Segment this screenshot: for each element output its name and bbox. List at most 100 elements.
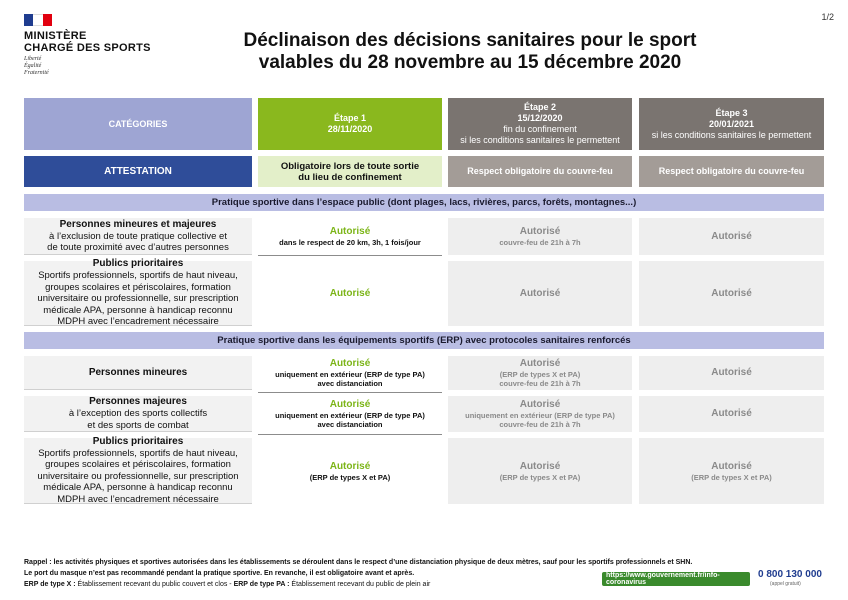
- s1-row1-label: Personnes mineures et majeures à l’exclu…: [24, 218, 252, 255]
- s2-row2-title: Personnes majeures: [89, 396, 187, 407]
- s2-row1-e2-status: Autorisé: [519, 358, 561, 369]
- s2-row3-etape3: Autorisé (ERP de types X et PA): [639, 438, 824, 504]
- s2-row1-e3-status: Autorisé: [711, 367, 752, 378]
- etape3-line1: si les conditions sanitaires le permette…: [651, 129, 812, 140]
- attestation-label: ATTESTATION: [24, 156, 252, 187]
- row-divider: [258, 392, 442, 393]
- s2-row2-e2-status: Autorisé: [519, 399, 561, 410]
- erp-pa-label: ERP de type PA :: [233, 581, 290, 588]
- s1-row2-e1-status: Autorisé: [329, 287, 371, 299]
- attestation-etape3: Respect obligatoire du couvre-feu: [639, 156, 824, 187]
- s1-row2-e2-status: Autorisé: [519, 287, 561, 299]
- s2-row2-etape1: Autorisé uniquement en extérieur (ERP de…: [258, 396, 442, 432]
- hotline-number: 0 800 130 000: [758, 569, 822, 580]
- s1-row2-desc2: groupes scolaires et périscolaires, form…: [45, 281, 231, 293]
- erp-x-label: ERP de type X :: [24, 581, 76, 588]
- s2-row2-desc2: et des sports de combat: [87, 419, 189, 431]
- section-public-space-title: Pratique sportive dans l’espace public (…: [24, 194, 824, 211]
- s2-row1-e1-status: Autorisé: [329, 358, 371, 369]
- attestation-etape1-line1: Obligatoire lors de toute sortie: [280, 160, 420, 172]
- etape2-title: Étape 2: [523, 102, 556, 112]
- header-etape1: Étape 1 28/11/2020: [258, 98, 442, 150]
- s1-row1-e1-status: Autorisé: [329, 226, 371, 237]
- s2-row2-e3-status: Autorisé: [711, 408, 752, 419]
- s2-row3-etape1: Autorisé (ERP de types X et PA): [258, 438, 442, 504]
- s1-row2-desc1: Sportifs professionnels, sportifs de hau…: [38, 270, 238, 282]
- erp-pa-text: Établissement recevant du public de plei…: [289, 581, 431, 588]
- motto-fraternite: Fraternité: [24, 70, 49, 76]
- attestation-etape1: Obligatoire lors de toute sortie du lieu…: [258, 156, 442, 187]
- header-etape2: Étape 2 15/12/2020 fin du confinement si…: [448, 98, 632, 150]
- s1-row2-label: Publics prioritaires Sportifs profession…: [24, 258, 252, 328]
- row-divider: [258, 255, 442, 256]
- s2-row1-e1-note2: avec distanciation: [317, 379, 383, 388]
- s1-row1-etape1: Autorisé dans le respect de 20 km, 3h, 1…: [258, 218, 442, 255]
- s2-row3-e1-note: (ERP de types X et PA): [309, 472, 391, 482]
- header-categories: CATÉGORIES: [24, 98, 252, 150]
- s1-row2-etape1: Autorisé: [258, 261, 442, 326]
- s1-row1-etape2: Autorisé couvre-feu de 21h à 7h: [448, 218, 632, 255]
- s1-row1-desc1: à l’exclusion de toute pratique collecti…: [49, 230, 227, 242]
- s1-row2-etape2: Autorisé: [448, 261, 632, 326]
- s1-row1-etape3: Autorisé: [639, 218, 824, 255]
- gov-coronavirus-link[interactable]: https://www.gouvernement.fr/info-coronav…: [602, 572, 750, 586]
- s2-row1-title: Personnes mineures: [88, 366, 188, 378]
- etape2-date: 15/12/2020: [517, 113, 563, 123]
- section-erp-title: Pratique sportive dans les équipements s…: [24, 332, 824, 349]
- s2-row3-e3-status: Autorisé: [711, 460, 752, 472]
- s2-row3-desc1: Sportifs professionnels, sportifs de hau…: [38, 447, 238, 459]
- motto-liberte: Liberté: [24, 56, 42, 62]
- s2-row3-e1-status: Autorisé: [329, 460, 371, 472]
- header-categories-label: CATÉGORIES: [108, 118, 168, 129]
- etape2-line2: si les conditions sanitaires le permette…: [460, 135, 620, 145]
- s2-row2-desc1: à l’exception des sports collectifs: [68, 408, 208, 419]
- s2-row2-e1-status: Autorisé: [329, 399, 371, 410]
- s2-row2-e1-note1: uniquement en extérieur (ERP de type PA): [275, 411, 425, 420]
- ministry-name-line2: CHARGÉ DES SPORTS: [24, 42, 151, 54]
- s2-row3-desc2: groupes scolaires et périscolaires, form…: [45, 459, 231, 471]
- row-divider: [258, 434, 442, 435]
- s2-row3-title: Publics prioritaires: [92, 435, 184, 447]
- s2-row2-e2-note1: uniquement en extérieur (ERP de type PA): [465, 411, 615, 420]
- s1-row1-title: Personnes mineures et majeures: [59, 218, 217, 230]
- page-title-line2: valables du 28 novembre au 15 décembre 2…: [258, 52, 682, 73]
- hotline-sub: (appel gratuit): [770, 581, 801, 587]
- attestation-label-text: ATTESTATION: [104, 166, 172, 177]
- s1-row1-desc2: de toute proximité avec d’autres personn…: [47, 242, 229, 253]
- s2-row3-label: Publics prioritaires Sportifs profession…: [24, 435, 252, 505]
- page-number: 1/2: [821, 12, 834, 22]
- s2-row1-e1-note1: uniquement en extérieur (ERP de type PA): [275, 370, 425, 379]
- s2-row1-etape3: Autorisé: [639, 356, 824, 390]
- s1-row1-e1-note: dans le respect de 20 km, 3h, 1 fois/jou…: [279, 238, 421, 247]
- etape3-title: Étape 3: [715, 107, 748, 118]
- s2-row3-e2-note: (ERP de types X et PA): [499, 472, 581, 482]
- s1-row2-desc4: médicale APA, personne à handicap reconn…: [43, 304, 233, 316]
- s2-row1-e2-note2: couvre-feu de 21h à 7h: [499, 379, 581, 388]
- s2-row2-e1-note2: avec distanciation: [317, 420, 383, 429]
- s2-row2-etape2: Autorisé uniquement en extérieur (ERP de…: [448, 396, 632, 432]
- page-title-line1: Déclinaison des décisions sanitaires pou…: [243, 30, 697, 51]
- s2-row1-etape1: Autorisé uniquement en extérieur (ERP de…: [258, 356, 442, 390]
- motto-egalite: Égalité: [24, 63, 42, 69]
- ministry-name-line1: MINISTÈRE: [24, 30, 87, 42]
- attestation-etape2-text: Respect obligatoire du couvre-feu: [467, 166, 613, 176]
- attestation-etape3-text: Respect obligatoire du couvre-feu: [658, 166, 805, 176]
- s2-row3-desc4: médicale APA, personne à handicap reconn…: [43, 482, 233, 494]
- s2-row2-label: Personnes majeures à l’exception des spo…: [24, 396, 252, 432]
- s1-row1-e2-status: Autorisé: [519, 226, 561, 237]
- s1-row2-title: Publics prioritaires: [92, 258, 184, 270]
- french-flag-icon: [24, 14, 52, 26]
- s2-row3-desc3: universitaire ou professionnelle, sur pr…: [37, 470, 239, 482]
- s1-row2-etape3: Autorisé: [639, 261, 824, 326]
- footer-erp-definitions: ERP de type X : Établissement recevant d…: [24, 580, 594, 589]
- s1-row2-e3-status: Autorisé: [711, 287, 752, 299]
- s1-row1-e2-note: couvre-feu de 21h à 7h: [499, 238, 581, 247]
- s2-row3-e2-status: Autorisé: [519, 460, 561, 472]
- s2-row3-desc5: MDPH avec l’encadrement nécessaire: [57, 493, 219, 505]
- s1-row2-desc5: MDPH avec l’encadrement nécessaire: [57, 316, 219, 328]
- attestation-etape2: Respect obligatoire du couvre-feu: [448, 156, 632, 187]
- s2-row3-etape2: Autorisé (ERP de types X et PA): [448, 438, 632, 504]
- etape3-date: 20/01/2021: [708, 118, 755, 129]
- s2-row2-etape3: Autorisé: [639, 396, 824, 432]
- header-etape3: Étape 3 20/01/2021 si les conditions san…: [639, 98, 824, 150]
